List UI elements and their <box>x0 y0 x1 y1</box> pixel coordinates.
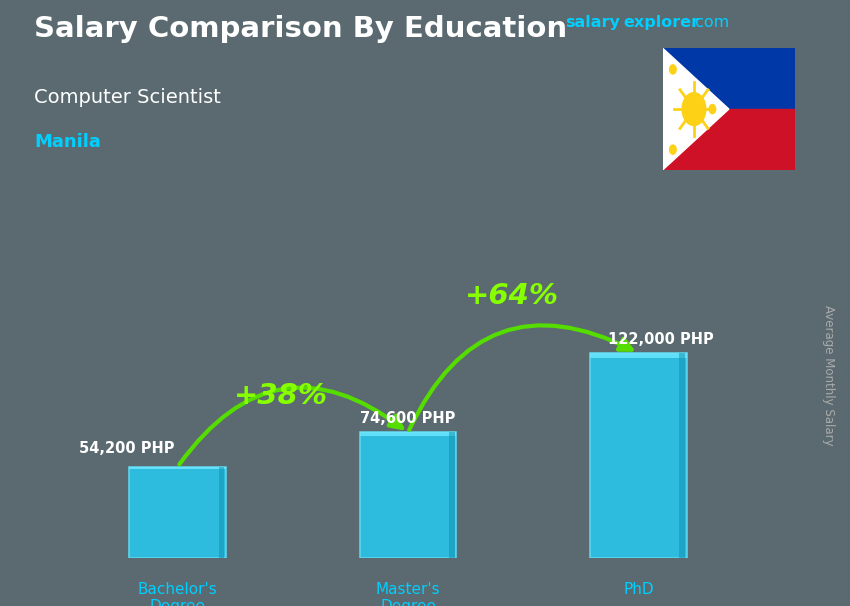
Text: Master's
Degree: Master's Degree <box>376 582 440 606</box>
Bar <box>360 433 456 436</box>
Bar <box>590 353 687 358</box>
Bar <box>679 353 685 558</box>
Circle shape <box>670 145 677 154</box>
FancyArrowPatch shape <box>409 325 632 430</box>
Text: 74,600 PHP: 74,600 PHP <box>360 411 456 427</box>
Text: +64%: +64% <box>465 282 558 310</box>
Bar <box>663 48 795 109</box>
Bar <box>360 433 456 558</box>
Circle shape <box>682 93 706 125</box>
Bar <box>218 467 224 558</box>
Bar <box>449 433 455 558</box>
Text: explorer: explorer <box>623 15 700 30</box>
Text: Salary Comparison By Education: Salary Comparison By Education <box>34 15 567 43</box>
Bar <box>590 353 687 558</box>
Text: Bachelor's
Degree: Bachelor's Degree <box>138 582 218 606</box>
Text: salary: salary <box>565 15 620 30</box>
Text: +38%: +38% <box>235 382 328 410</box>
Text: Computer Scientist: Computer Scientist <box>34 88 221 107</box>
Text: 122,000 PHP: 122,000 PHP <box>609 332 714 347</box>
Text: Manila: Manila <box>34 133 101 152</box>
Bar <box>663 109 795 170</box>
Text: PhD: PhD <box>623 582 654 597</box>
Circle shape <box>709 104 716 114</box>
FancyArrowPatch shape <box>179 387 402 464</box>
Bar <box>129 467 226 469</box>
Bar <box>129 467 226 558</box>
Text: Average Monthly Salary: Average Monthly Salary <box>822 305 836 446</box>
Text: .com: .com <box>690 15 729 30</box>
Polygon shape <box>663 48 728 170</box>
Circle shape <box>670 65 677 74</box>
Text: 54,200 PHP: 54,200 PHP <box>79 441 175 456</box>
